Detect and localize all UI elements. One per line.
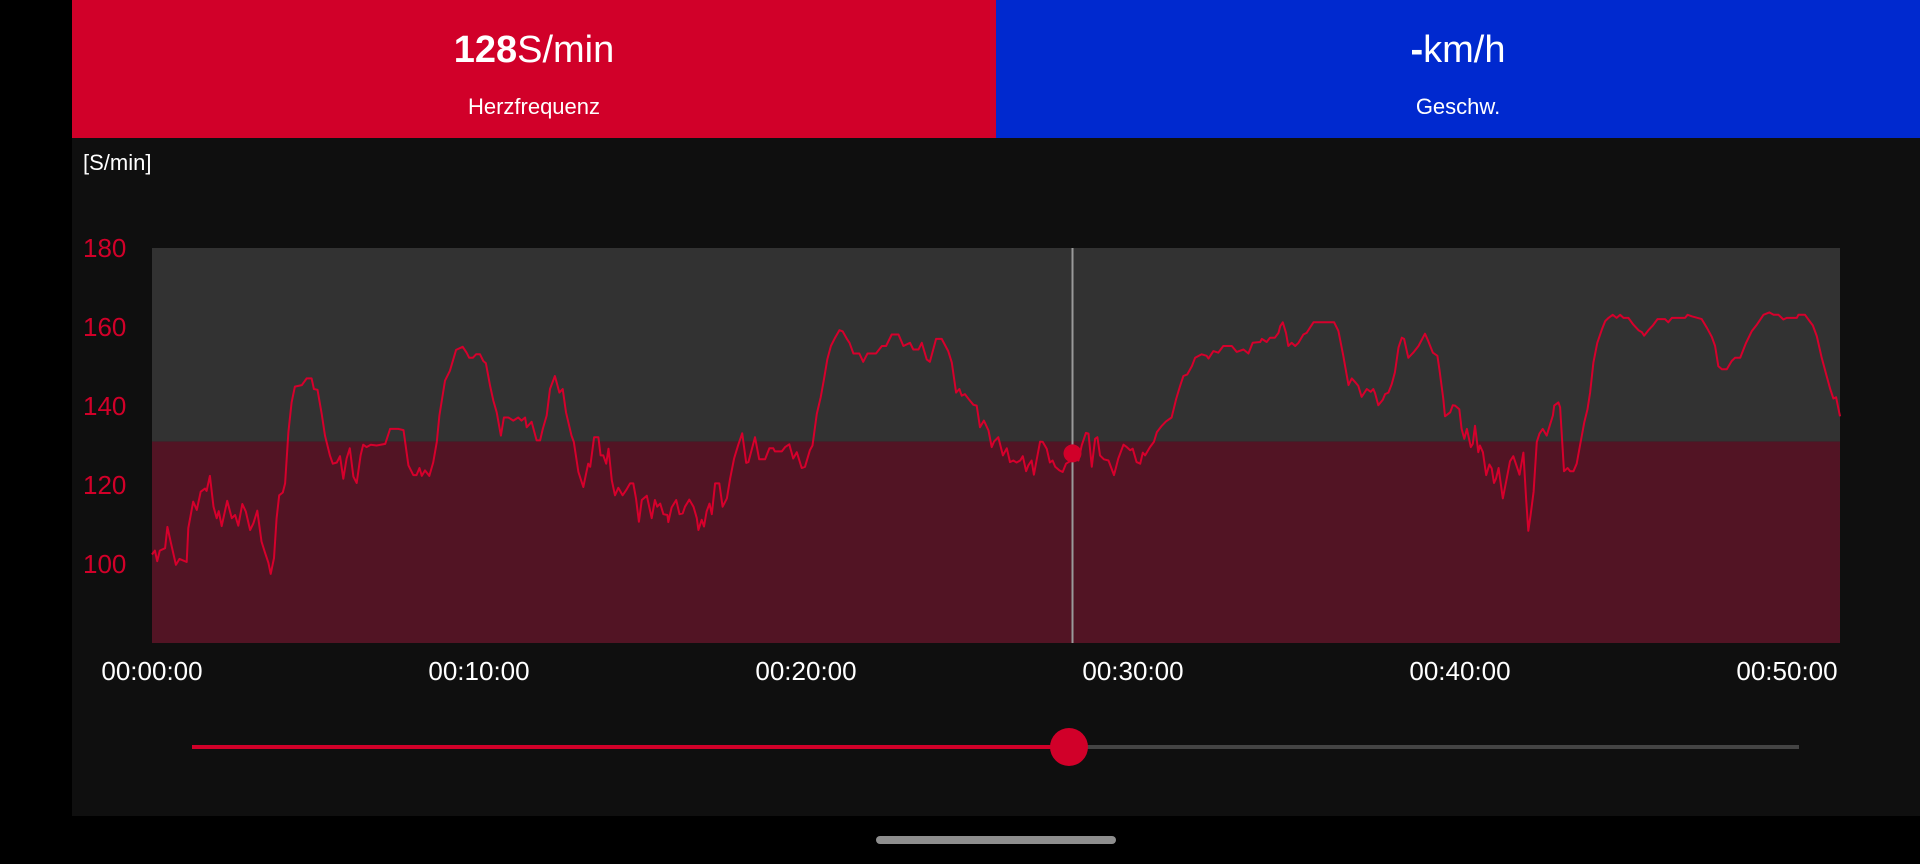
zone-above-threshold: [152, 248, 1840, 442]
y-tick-label: 100: [83, 549, 126, 579]
y-axis-unit-label: [S/min]: [83, 150, 152, 175]
heart-rate-line: [151, 311, 1841, 575]
slider-thumb[interactable]: [1050, 728, 1089, 766]
x-tick-label: 00:00:00: [101, 656, 202, 686]
y-tick-label: 120: [83, 470, 126, 500]
heart-rate-label: Herzfrequenz: [467, 94, 601, 119]
y-tick-label: 180: [83, 233, 126, 263]
x-tick-label: 00:30:00: [1082, 656, 1183, 686]
cursor-point: [1063, 444, 1082, 463]
heart-rate-unit: S/min: [517, 29, 615, 71]
y-tick-label: 140: [83, 391, 126, 421]
heart-rate-tile[interactable]: 128S/min Herzfrequenz: [72, 0, 996, 138]
x-tick-label: 00:20:00: [755, 656, 856, 686]
speed-unit: km/h: [1423, 29, 1506, 71]
x-tick-label: 00:50:00: [1736, 656, 1837, 686]
x-tick-label: 00:10:00: [428, 656, 529, 686]
speed-number: -: [1410, 29, 1424, 71]
slider-fill: [192, 745, 1070, 749]
timeline-slider[interactable]: [192, 727, 1799, 767]
heart-rate-number: 128: [453, 29, 518, 71]
x-tick-label: 00:40:00: [1409, 656, 1510, 686]
y-tick-label: 160: [83, 312, 126, 342]
home-indicator[interactable]: [876, 836, 1116, 844]
heart-rate-value: 128S/min: [72, 28, 996, 72]
speed-value: -km/h: [996, 28, 1920, 72]
speed-tile[interactable]: -km/h Geschw.: [996, 0, 1920, 138]
zone-below-threshold: [152, 441, 1840, 643]
speed-label: Geschw.: [1415, 94, 1501, 119]
